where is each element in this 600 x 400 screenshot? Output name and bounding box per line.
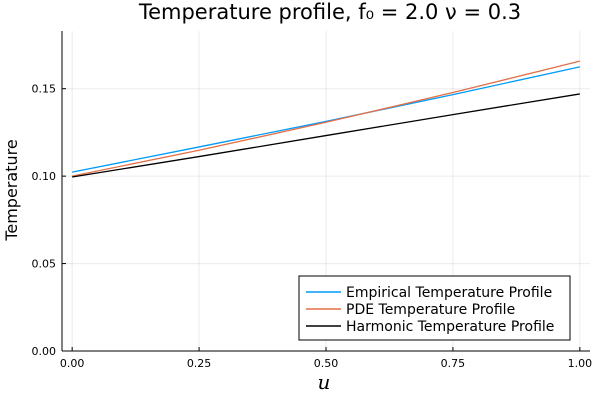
y-tick-label: 0.00 xyxy=(32,345,57,358)
x-tick-label: 0.50 xyxy=(314,357,339,370)
series-line-3 xyxy=(72,93,580,178)
x-tick-label: 0.00 xyxy=(60,357,85,370)
legend-box xyxy=(298,275,571,341)
series-line-2 xyxy=(72,60,581,177)
legend-label-3: Harmonic Temperature Profile xyxy=(346,319,554,335)
x-tick-label: 1.00 xyxy=(568,357,593,370)
x-tick-label: 0.75 xyxy=(441,357,466,370)
chart-title: Temperature profile, f₀ = 2.0 ν = 0.3 xyxy=(138,0,521,24)
x-tick-label: 0.25 xyxy=(187,357,212,370)
y-tick-label: 0.15 xyxy=(32,83,57,96)
legend-label-2: PDE Temperature Profile xyxy=(346,302,515,318)
legend-label-1: Empirical Temperature Profile xyxy=(346,285,552,301)
x-axis-label: u xyxy=(318,370,331,394)
series-line-1 xyxy=(72,66,580,173)
ticks-layer: 0.00 0.25 0.50 0.75 1.00 0.00 0.05 0.10 0.15 xyxy=(32,83,593,370)
y-tick-label: 0.05 xyxy=(32,258,57,271)
y-axis-label: Temperature xyxy=(2,139,21,241)
series-layer xyxy=(72,60,581,178)
y-tick-label: 0.10 xyxy=(32,170,57,183)
